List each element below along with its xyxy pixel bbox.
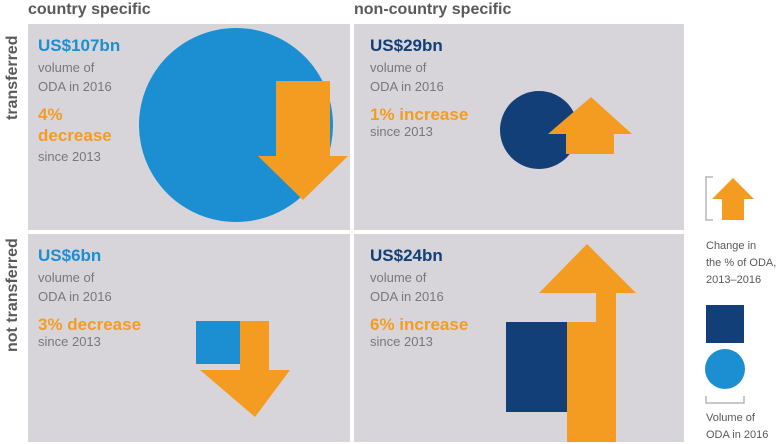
amount-label-line: ODA in 2016 bbox=[38, 289, 112, 304]
change-line: 6% increase bbox=[370, 315, 469, 334]
legend-line: the % of ODA, bbox=[706, 257, 777, 269]
volume-circle bbox=[500, 91, 578, 169]
legend-change-bracket bbox=[705, 176, 713, 221]
since-label: since 2013 bbox=[38, 149, 101, 164]
legend-volume-bracket bbox=[705, 396, 745, 404]
amount: US$24bn bbox=[370, 246, 443, 265]
volume-square bbox=[196, 321, 240, 364]
amount-label-line: ODA in 2016 bbox=[38, 79, 112, 94]
since-label: since 2013 bbox=[38, 334, 101, 349]
amount: US$6bn bbox=[38, 246, 102, 265]
change-line: 4% bbox=[38, 105, 63, 124]
panel-non-country-specific-not-transferred: US$24bn volume of ODA in 2016 6% increas… bbox=[354, 234, 684, 442]
legend-square-icon bbox=[706, 305, 744, 343]
amount-label-line: ODA in 2016 bbox=[370, 289, 444, 304]
panel-country-specific-transferred: US$107bn volume of ODA in 2016 4% decrea… bbox=[28, 24, 350, 230]
legend-line: 2013–2016 bbox=[706, 274, 762, 286]
since-label: since 2013 bbox=[370, 124, 433, 139]
amount-label-line: ODA in 2016 bbox=[370, 79, 444, 94]
change-value: 4% decrease bbox=[38, 104, 112, 146]
change-line: 1% increase bbox=[370, 105, 469, 124]
legend-change-label: Change in the % of ODA, 2013–2016 bbox=[706, 238, 776, 289]
increase-arrow bbox=[548, 97, 632, 154]
amount-label-line: volume of bbox=[370, 270, 427, 285]
panel-graphic bbox=[500, 91, 632, 169]
panel-graphic bbox=[139, 28, 348, 222]
legend-line: Volume of bbox=[706, 412, 755, 424]
panel-graphic bbox=[506, 244, 636, 442]
amount-label: volume of ODA in 2016 bbox=[370, 58, 490, 96]
change-value: 3% decrease bbox=[38, 314, 141, 335]
decrease-arrow bbox=[200, 321, 290, 417]
header-country-specific: country specific bbox=[28, 1, 151, 18]
since-label: since 2013 bbox=[370, 334, 433, 349]
panel-graphic bbox=[196, 321, 290, 417]
legend-arrow-icon bbox=[712, 178, 754, 220]
amount-label: volume of ODA in 2016 bbox=[38, 58, 158, 96]
amount-label-line: volume of bbox=[38, 60, 95, 75]
panel-non-country-specific-transferred: US$29bn volume of ODA in 2016 1% increas… bbox=[354, 24, 684, 230]
header-non-country-specific: non-country specific bbox=[354, 1, 512, 18]
amount-label: volume of ODA in 2016 bbox=[38, 268, 158, 306]
change-value: 1% increase bbox=[370, 104, 468, 125]
amount: US$107bn bbox=[38, 36, 121, 55]
change-line: 3% decrease bbox=[38, 315, 142, 334]
increase-arrow bbox=[539, 244, 636, 442]
amount-label-line: volume of bbox=[370, 60, 427, 75]
change-value: 6% increase bbox=[370, 314, 468, 335]
amount-label-line: volume of bbox=[38, 270, 95, 285]
legend-line: ODA in 2016 bbox=[706, 429, 769, 441]
panel-country-specific-not-transferred: US$6bn volume of ODA in 2016 3% decrease… bbox=[28, 234, 350, 442]
change-line: decrease bbox=[38, 126, 112, 145]
amount-label: volume of ODA in 2016 bbox=[370, 268, 490, 306]
legend-line: Change in bbox=[706, 240, 757, 252]
amount: US$29bn bbox=[370, 36, 443, 55]
legend-volume-label: Volume of ODA in 2016 bbox=[706, 410, 768, 444]
decrease-arrow bbox=[258, 81, 348, 200]
legend-circle-icon bbox=[705, 349, 745, 389]
